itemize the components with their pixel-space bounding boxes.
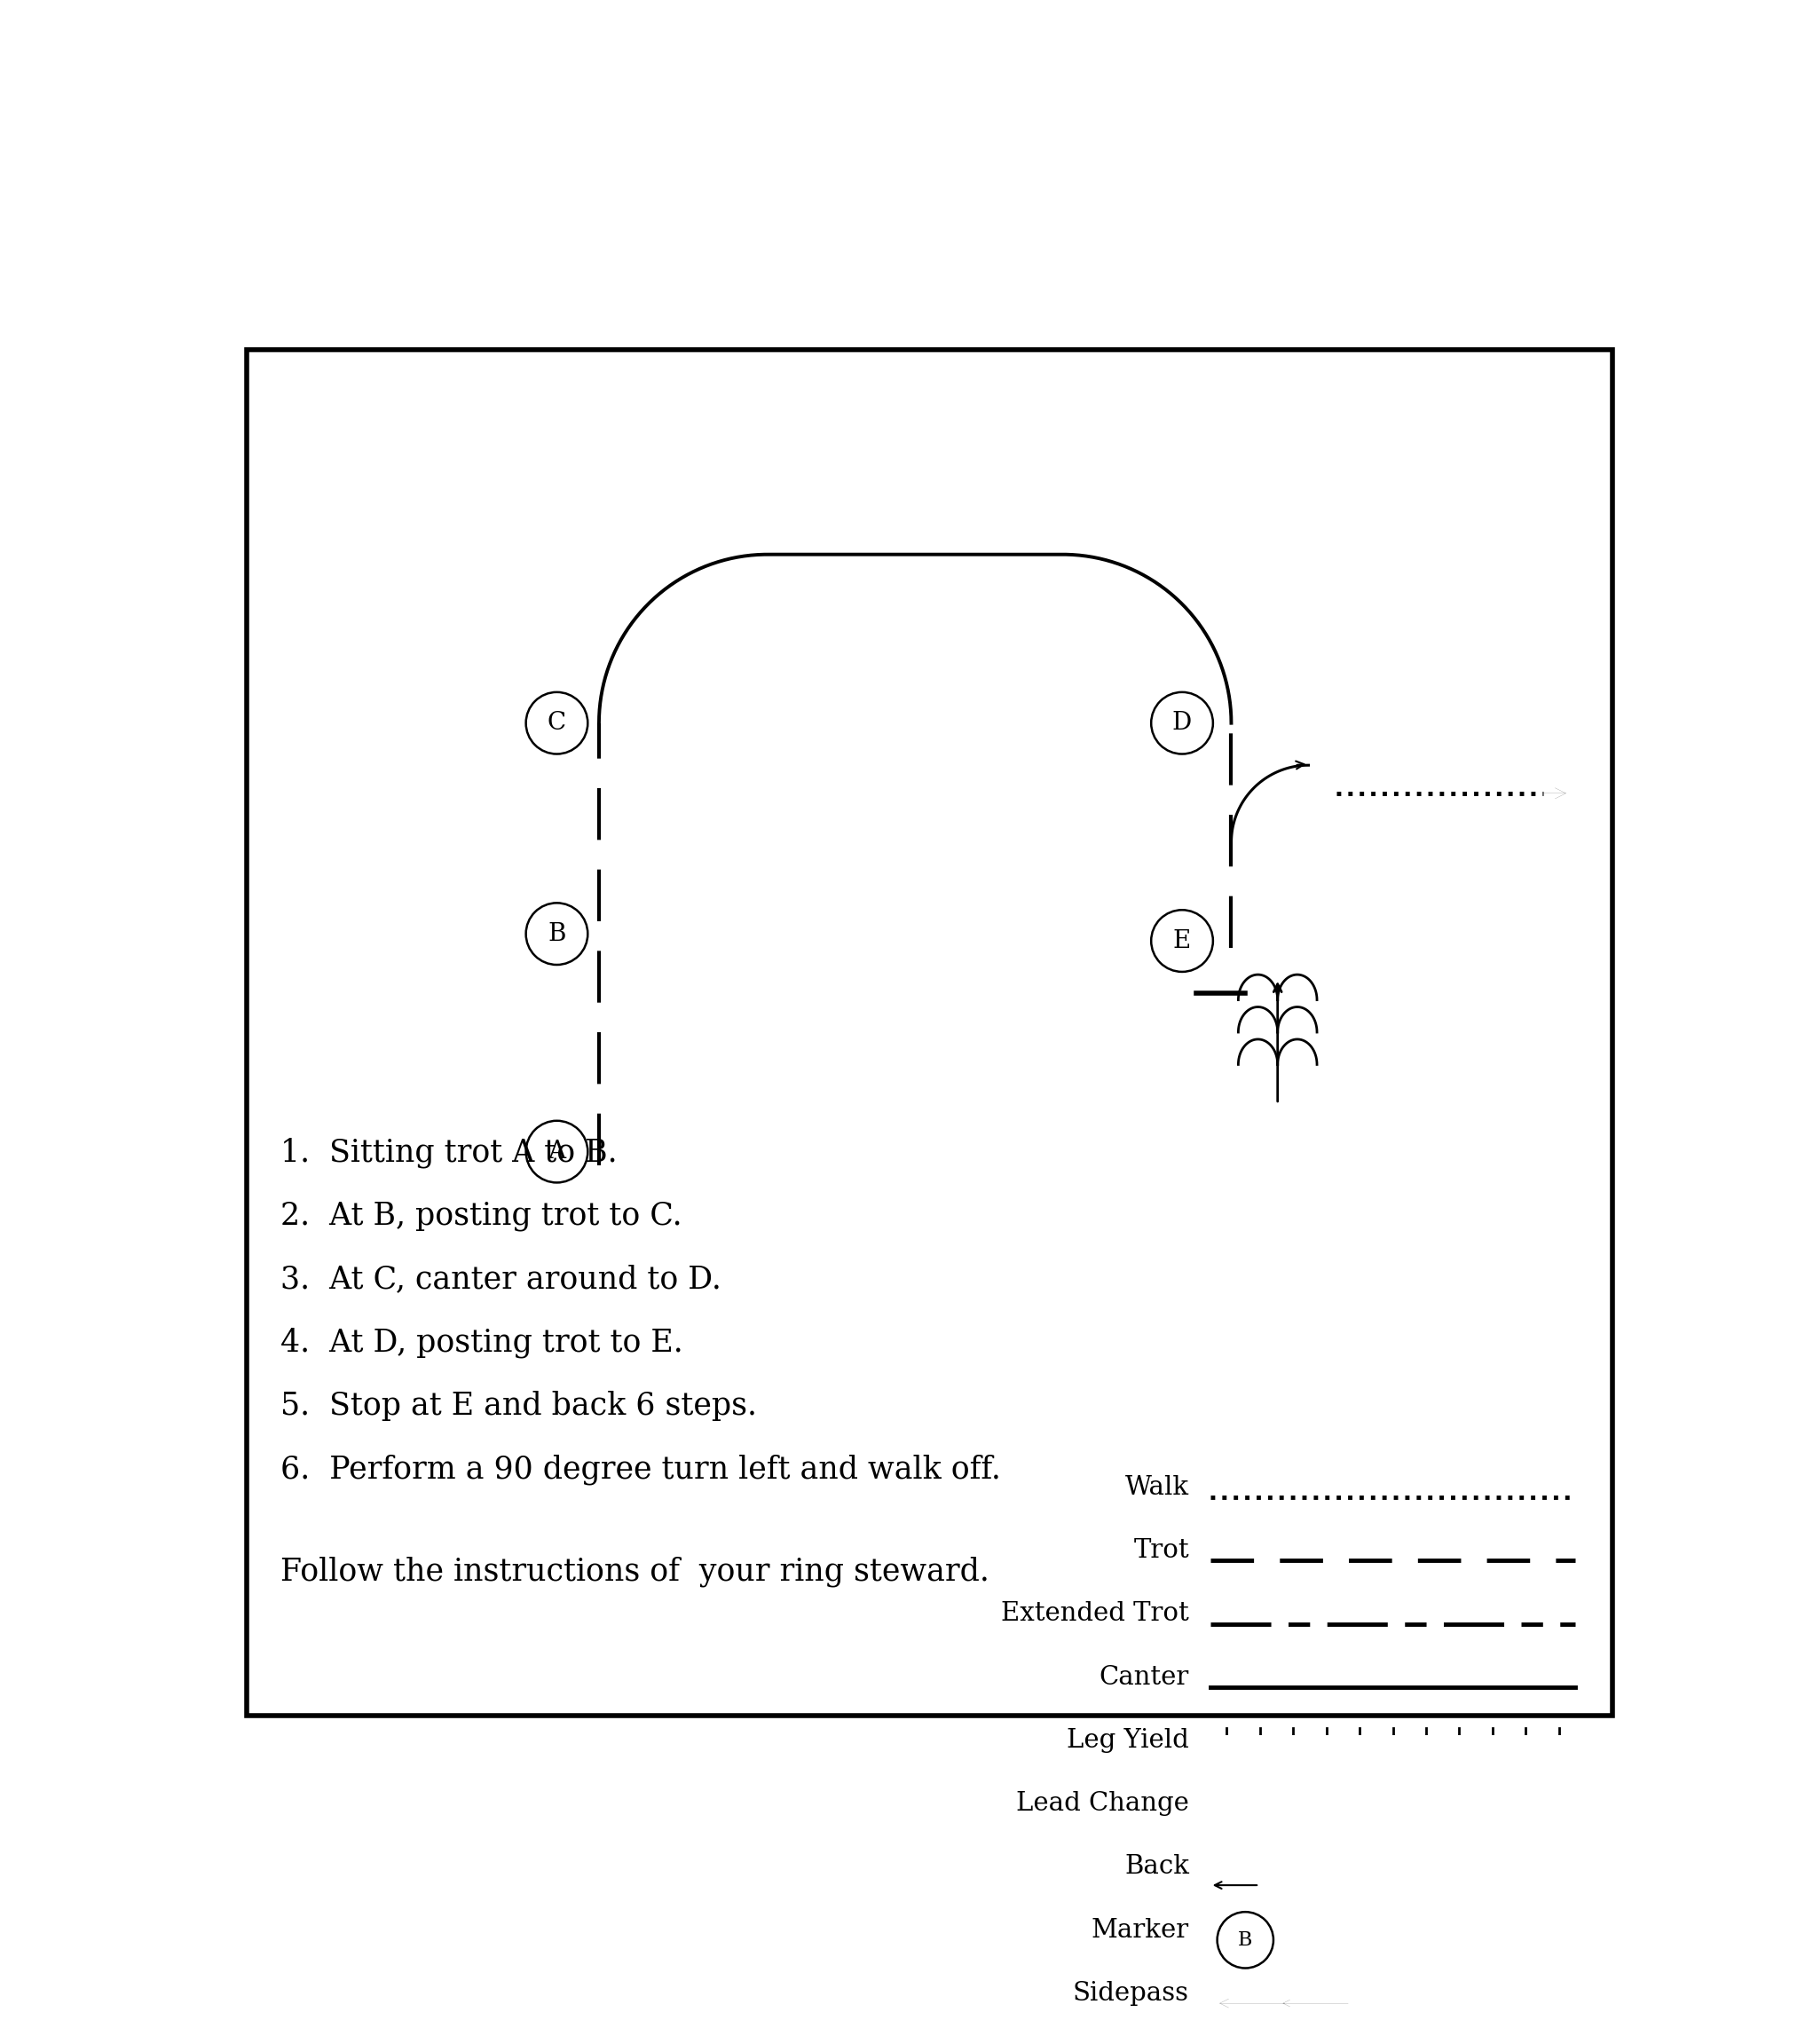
- Text: B: B: [548, 922, 566, 946]
- Text: Leg Yield: Leg Yield: [1066, 1727, 1189, 1752]
- Text: 1.  Sitting trot A to B.: 1. Sitting trot A to B.: [279, 1139, 616, 1169]
- Text: Sidepass: Sidepass: [1073, 1981, 1189, 2005]
- Text: A: A: [548, 1141, 566, 1163]
- Text: Extended Trot: Extended Trot: [1001, 1600, 1189, 1627]
- Text: E: E: [1173, 928, 1191, 953]
- Text: D: D: [1173, 711, 1191, 736]
- Text: Marker: Marker: [1091, 1917, 1189, 1942]
- Text: Walk: Walk: [1126, 1476, 1189, 1500]
- Text: Back: Back: [1124, 1854, 1189, 1878]
- Text: Lead Change: Lead Change: [1015, 1791, 1189, 1815]
- Text: Follow the instructions of  your ring steward.: Follow the instructions of your ring ste…: [279, 1555, 988, 1586]
- Text: 3.  At C, canter around to D.: 3. At C, canter around to D.: [279, 1263, 722, 1294]
- Text: Canter: Canter: [1099, 1664, 1189, 1690]
- Text: Trot: Trot: [1133, 1539, 1189, 1564]
- Text: 2.  At B, posting trot to C.: 2. At B, posting trot to C.: [279, 1202, 682, 1230]
- Text: 6.  Perform a 90 degree turn left and walk off.: 6. Perform a 90 degree turn left and wal…: [279, 1453, 1001, 1484]
- Text: 4.  At D, posting trot to E.: 4. At D, posting trot to E.: [279, 1327, 684, 1357]
- Text: 5.  Stop at E and back 6 steps.: 5. Stop at E and back 6 steps.: [279, 1390, 756, 1421]
- Text: B: B: [1238, 1930, 1253, 1950]
- Text: C: C: [548, 711, 566, 736]
